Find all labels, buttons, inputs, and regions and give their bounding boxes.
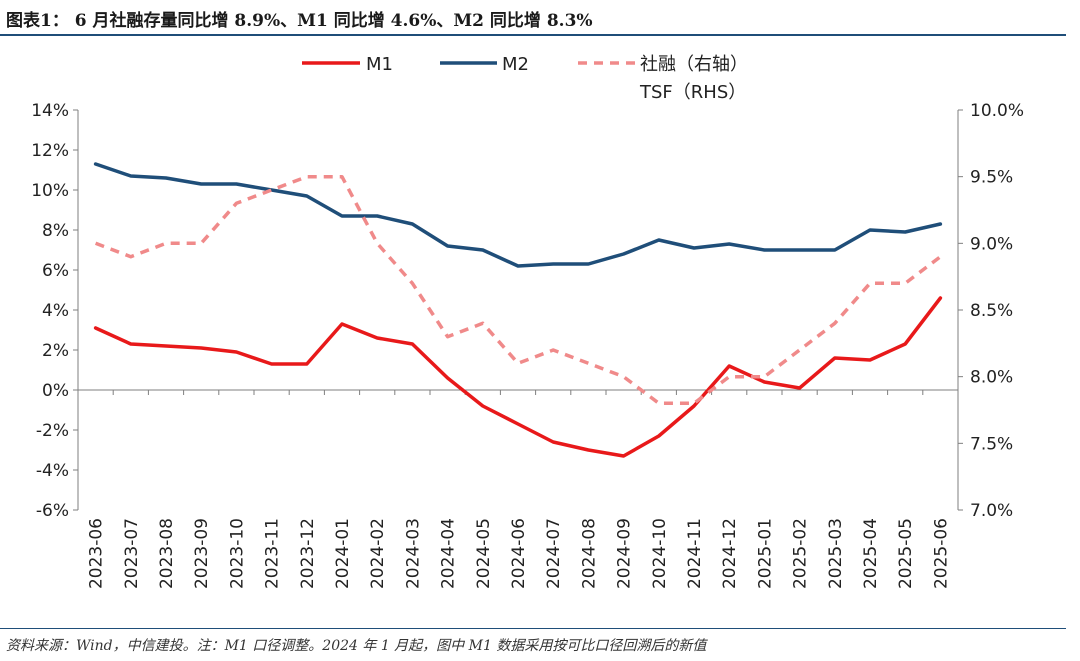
left-tick-label: 8% xyxy=(42,221,69,241)
left-tick-label: 12% xyxy=(31,141,69,161)
left-tick-label: -2% xyxy=(36,421,69,441)
x-tick-label: 2025-04 xyxy=(861,518,881,589)
x-tick-label: 2023-11 xyxy=(263,518,283,589)
x-tick-label: 2024-02 xyxy=(368,518,388,589)
x-tick-label: 2023-09 xyxy=(192,518,212,589)
series-line-tsf xyxy=(94,174,942,406)
chart-legend: M1 M2 社融（右轴） TSF（RHS） xyxy=(302,54,748,103)
x-tick-label: 2023-10 xyxy=(227,518,247,589)
source-rule xyxy=(0,628,1066,629)
x-tick-label: 2025-02 xyxy=(791,518,811,589)
x-tick-label: 2024-06 xyxy=(509,518,529,589)
legend-label: 社融（右轴） xyxy=(640,54,748,75)
left-tick-label: 10% xyxy=(31,181,69,201)
x-tick-label: 2023-08 xyxy=(157,518,177,589)
legend-label-line2: TSF（RHS） xyxy=(639,82,746,103)
x-tick-label: 2024-11 xyxy=(685,518,705,589)
legend-label: M2 xyxy=(502,54,529,75)
x-tick-label: 2024-08 xyxy=(579,518,599,589)
x-tick-label: 2024-01 xyxy=(333,518,353,589)
right-tick-label: 7.0% xyxy=(970,501,1013,521)
x-tick-label: 2024-07 xyxy=(544,518,564,589)
figure-title: 图表1： 6 月社融存量同比增 8.9%、M1 同比增 4.6%、M2 同比增 … xyxy=(6,11,593,31)
x-tick-label: 2025-01 xyxy=(755,518,775,589)
left-tick-label: 6% xyxy=(42,261,69,281)
right-tick-label: 7.5% xyxy=(970,434,1013,454)
source-note: 资料来源：Wind，中信建投。注：M1 口径调整。2024 年 1 月起，图中 … xyxy=(6,638,707,654)
right-tick-label: 8.0% xyxy=(970,368,1013,388)
x-tick-label: 2024-03 xyxy=(403,518,423,589)
left-tick-label: -6% xyxy=(36,501,69,521)
series-line-m2 xyxy=(93,162,943,268)
x-tick-label: 2025-05 xyxy=(896,518,916,589)
left-tick-label: 4% xyxy=(42,301,69,321)
series-line-m1 xyxy=(93,296,943,458)
left-tick-label: -4% xyxy=(36,461,69,481)
title-rule xyxy=(0,34,1066,36)
x-tick-label: 2025-06 xyxy=(931,518,951,589)
x-tick-label: 2024-04 xyxy=(439,518,459,589)
right-tick-label: 9.5% xyxy=(970,168,1013,188)
x-tick-label: 2023-07 xyxy=(122,518,142,589)
x-tick-label: 2024-12 xyxy=(720,518,740,589)
chart-series xyxy=(93,162,943,458)
right-tick-label: 8.5% xyxy=(970,301,1013,321)
right-tick-label: 10.0% xyxy=(970,101,1024,121)
x-tick-label: 2023-12 xyxy=(298,518,318,589)
left-tick-label: 2% xyxy=(42,341,69,361)
left-tick-label: 0% xyxy=(42,381,69,401)
x-tick-label: 2025-03 xyxy=(826,518,846,589)
x-tick-label: 2024-05 xyxy=(474,518,494,589)
chart-axes: 14% 12% 10% 8% 6% 4% 2% 0% -2% -4% -6% 10.0% 9.5% 9.0… xyxy=(31,101,1024,589)
x-tick-label: 2023-06 xyxy=(87,518,107,589)
right-tick-label: 9.0% xyxy=(970,234,1013,254)
chart-container: M1 M2 社融（右轴） TSF（RHS） 14% 12% 10% 8% 6% 4% 2% 0% -2… xyxy=(0,40,1080,625)
left-tick-label: 14% xyxy=(31,101,69,121)
x-tick-label: 2024-10 xyxy=(650,518,670,589)
chart-svg: M1 M2 社融（右轴） TSF（RHS） 14% 12% 10% 8% 6% 4% 2% 0% -2… xyxy=(31,54,1024,589)
x-tick-label: 2024-09 xyxy=(615,518,635,589)
legend-label: M1 xyxy=(366,54,393,75)
